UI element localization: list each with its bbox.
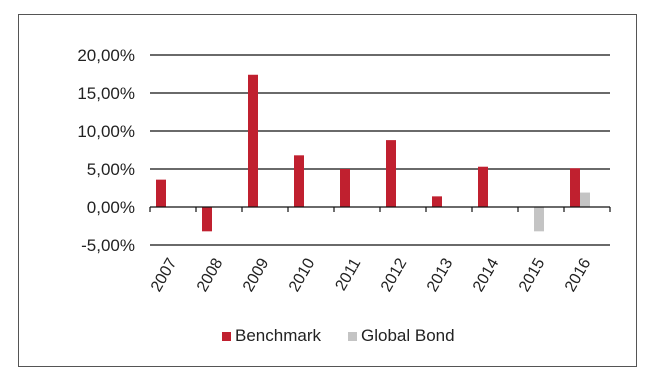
y-tick-label: 15,00% xyxy=(77,84,135,103)
y-axis-tick-labels: 20,00% 15,00% 10,00% 5,00% 0,00% -5,00% xyxy=(77,46,135,255)
legend-label-benchmark: Benchmark xyxy=(235,326,321,345)
legend-swatch-global-bond xyxy=(348,332,357,341)
bar-benchmark-2014 xyxy=(478,166,488,207)
bar-benchmark-2010 xyxy=(294,155,304,207)
y-tick-label: -5,00% xyxy=(81,236,135,255)
y-tick-label: 20,00% xyxy=(77,46,135,65)
bars xyxy=(156,74,590,232)
x-axis xyxy=(149,206,611,212)
bar-benchmark-2009 xyxy=(248,74,258,207)
chart-border xyxy=(18,14,637,367)
y-tick-label: 0,00% xyxy=(87,198,135,217)
bar-benchmark-2007 xyxy=(156,179,166,207)
y-tick-label: 10,00% xyxy=(77,122,135,141)
bar-benchmark-2016 xyxy=(570,168,580,207)
bar-benchmark-2012 xyxy=(386,140,396,207)
bar-benchmark-2008 xyxy=(202,207,212,232)
legend-swatch-benchmark xyxy=(222,332,231,341)
gridlines xyxy=(150,54,610,246)
bar-global-bond-2015 xyxy=(534,207,544,232)
legend-label-global-bond: Global Bond xyxy=(361,326,455,345)
legend: Benchmark Global Bond xyxy=(222,326,455,345)
bar-benchmark-2011 xyxy=(340,169,350,207)
bar-benchmark-2013 xyxy=(432,196,442,207)
bar-global-bond-2016 xyxy=(580,192,590,207)
y-tick-label: 5,00% xyxy=(87,160,135,179)
